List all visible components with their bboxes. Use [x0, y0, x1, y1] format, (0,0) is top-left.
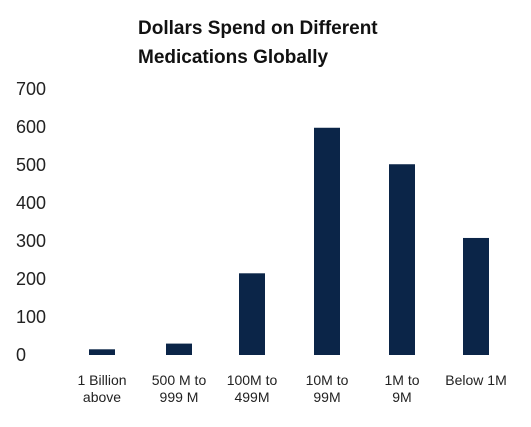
x-tick-label-3: 100M to 499M — [227, 372, 278, 405]
y-tick-label-200: 200 — [16, 269, 46, 289]
y-tick-label-300: 300 — [16, 231, 46, 251]
bar-5 — [389, 164, 415, 355]
bar-3 — [239, 273, 265, 355]
x-tick-label-6: Below 1M — [445, 372, 506, 388]
chart-title: Dollars Spend on Different Medications G… — [138, 14, 438, 72]
chart-title-line-1: Dollars Spend on Different — [138, 18, 378, 39]
bar-1 — [89, 349, 115, 355]
y-tick-label-600: 600 — [16, 117, 46, 137]
y-tick-label-700: 700 — [16, 79, 46, 99]
bars — [89, 127, 489, 355]
y-tick-label-400: 400 — [16, 193, 46, 213]
y-tick-label-500: 500 — [16, 155, 46, 175]
chart-title-line-2: Medications Globally — [138, 47, 329, 68]
y-tick-label-100: 100 — [16, 307, 46, 327]
x-tick-label-4: 10M to 99M — [306, 372, 349, 405]
x-tick-label-1: 1 Billion above — [77, 372, 126, 405]
x-tick-label-5: 1M to 9M — [384, 372, 419, 405]
y-axis: 0 100 200 300 400 500 600 700 — [16, 79, 46, 365]
x-axis: 1 Billion above 500 M to 999 M 100M to 499M 10… — [77, 372, 506, 405]
x-tick-label-2: 500 M to 999 M — [152, 372, 207, 405]
bar-6 — [463, 237, 489, 355]
bar-4 — [314, 127, 340, 355]
bar-2 — [166, 343, 192, 355]
y-tick-label-0: 0 — [16, 345, 26, 365]
